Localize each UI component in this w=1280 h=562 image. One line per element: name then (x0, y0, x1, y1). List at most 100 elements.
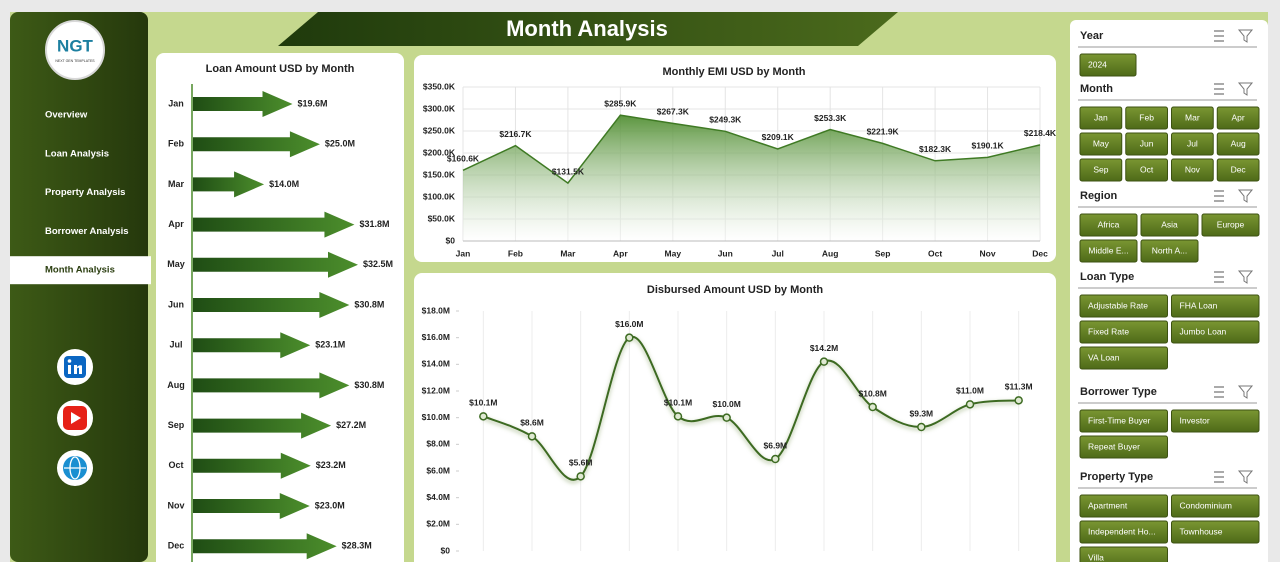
slicer-button[interactable] (1079, 106, 1123, 130)
slicer-button[interactable] (1125, 106, 1168, 130)
page-title: Month Analysis (506, 16, 668, 41)
x-tick-label: Oct (928, 248, 942, 258)
header-banner (278, 12, 898, 46)
slicer-button[interactable] (1216, 106, 1260, 130)
linkedin-glyph (74, 365, 82, 374)
slicer-button[interactable] (1171, 520, 1260, 544)
data-label: $209.1K (762, 132, 795, 142)
data-label: $218.4K (1024, 128, 1057, 138)
y-tick-label: Apr (168, 219, 184, 229)
x-tick-label: Apr (613, 248, 628, 258)
data-label: $19.6M (298, 98, 328, 108)
slicer-button[interactable] (1216, 158, 1260, 182)
y-tick-label: Nov (167, 500, 184, 510)
slicer-button[interactable] (1171, 158, 1214, 182)
y-tick-label: $8.0M (426, 439, 450, 449)
slicer-button[interactable] (1079, 409, 1168, 433)
clear-filter-icon[interactable] (1237, 189, 1254, 203)
slicer-button[interactable] (1079, 346, 1168, 370)
y-tick-label: $300.0K (423, 103, 456, 113)
y-tick-label: Jan (168, 98, 184, 108)
slicer-button[interactable] (1079, 520, 1168, 544)
slicer-item: Middle E... (1088, 245, 1128, 255)
slicer-button[interactable] (1201, 213, 1260, 237)
slicer-button[interactable] (1079, 213, 1138, 237)
arrow-bar (193, 171, 265, 198)
slicer-button[interactable] (1171, 320, 1260, 344)
y-tick-label: $10.0M (422, 412, 450, 422)
data-label: $16.0M (615, 319, 643, 329)
arrow-bar (193, 493, 310, 519)
slicer-button[interactable] (1079, 239, 1138, 263)
x-tick-label: Aug (822, 248, 839, 258)
marker (771, 454, 780, 464)
y-tick-label: $250.0K (423, 125, 456, 135)
clear-filter-icon[interactable] (1237, 470, 1254, 484)
data-label: $5.6M (569, 458, 593, 468)
arrow-bar (193, 412, 332, 439)
slicer-button[interactable] (1079, 158, 1123, 182)
arrow-bar (193, 533, 337, 560)
slicer-button[interactable] (1079, 494, 1168, 518)
slicer-button[interactable] (1171, 106, 1214, 130)
data-label: $6.9M (764, 440, 788, 450)
data-label: $31.8M (359, 219, 389, 229)
data-label: $28.3M (342, 541, 372, 551)
x-tick-label: Jul (772, 248, 784, 258)
slicer-button[interactable] (1079, 53, 1137, 77)
linkedin-glyph (67, 359, 72, 363)
slicer-button[interactable] (1079, 132, 1123, 156)
data-label: $25.0M (325, 139, 355, 149)
data-label: $11.0M (956, 386, 984, 396)
menu-item[interactable]: Loan Analysis (45, 148, 109, 159)
y-tick-label: $2.0M (426, 519, 450, 529)
menu-item[interactable]: Month Analysis (45, 265, 115, 276)
data-label: $10.1M (469, 398, 497, 408)
slicer-item: Jumbo Loan (1180, 326, 1227, 336)
clear-filter-icon[interactable] (1237, 82, 1254, 96)
x-tick-label: Jan (456, 248, 471, 258)
slicer-title: Loan Type (1080, 271, 1134, 283)
clear-filter-icon[interactable] (1237, 270, 1254, 284)
slicer-button[interactable] (1079, 546, 1168, 562)
menu-item[interactable]: Overview (45, 110, 88, 121)
linkedin-glyph (68, 365, 71, 374)
marker (917, 422, 926, 432)
menu-item[interactable]: Borrower Analysis (45, 226, 129, 237)
slicer-item: Apartment (1088, 500, 1128, 510)
menu-highlight (10, 256, 151, 285)
slicer-button[interactable] (1171, 132, 1214, 156)
slicer-button[interactable] (1079, 294, 1168, 318)
data-label: $23.0M (315, 500, 345, 510)
data-label: $14.0M (269, 179, 299, 189)
data-label: $131.5K (552, 166, 585, 176)
data-label: $190.1K (971, 141, 1004, 151)
y-tick-label: Sep (168, 420, 185, 430)
slicer-button[interactable] (1140, 239, 1199, 263)
slicer-button[interactable] (1216, 132, 1260, 156)
youtube-glyph (71, 412, 81, 424)
slicer-button[interactable] (1079, 435, 1168, 459)
y-tick-label: $350.0K (423, 81, 456, 91)
data-label: $10.8M (858, 388, 886, 398)
data-label: $182.3K (919, 144, 952, 154)
menu-item[interactable]: Property Analysis (45, 187, 125, 198)
y-tick-label: Jul (169, 340, 182, 350)
y-tick-label: Oct (168, 460, 183, 470)
slicer-button[interactable] (1140, 213, 1199, 237)
data-label: $30.8M (354, 299, 384, 309)
slicer-button[interactable] (1125, 132, 1168, 156)
slicer-button[interactable] (1171, 494, 1260, 518)
slicer-item: 2024 (1088, 59, 1107, 69)
slicer-button[interactable] (1171, 409, 1260, 433)
slicer-button[interactable] (1125, 158, 1168, 182)
slicer-button[interactable] (1079, 320, 1168, 344)
slicer-button[interactable] (1171, 294, 1260, 318)
clear-filter-icon[interactable] (1237, 385, 1254, 399)
sidebar (10, 12, 148, 562)
marker (1014, 396, 1023, 405)
clear-filter-icon[interactable] (1237, 29, 1254, 43)
area-line (462, 114, 1041, 185)
y-tick-label: $100.0K (423, 191, 456, 201)
slicer-item: Jun (1140, 138, 1154, 148)
